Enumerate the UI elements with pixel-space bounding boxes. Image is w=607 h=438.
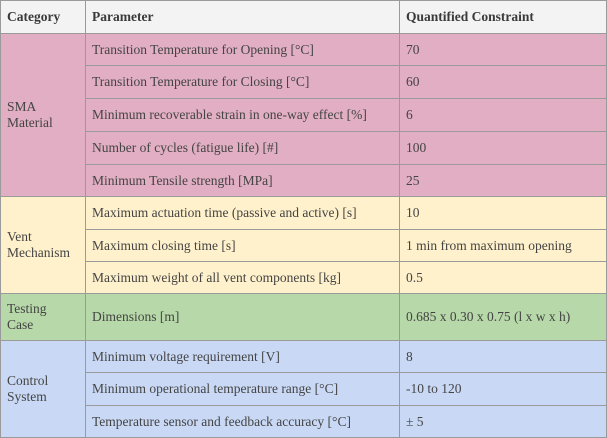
category-cell-control-system: Control System (0, 340, 86, 438)
header-row: Category Parameter Quantified Constraint (0, 0, 607, 34)
parameter-cell: Minimum operational temperature range [°… (85, 372, 400, 406)
table-row: Transition Temperature for Closing [°C] 6… (0, 65, 607, 99)
table-row: Vent Mechanism Maximum actuation time (pas… (0, 196, 607, 294)
constraint-cell: 1 min from maximum opening (399, 229, 607, 262)
table-row: SMA Material Transition Temperature for Op… (0, 33, 607, 197)
table-row: Minimum recoverable strain in one-way ef… (0, 98, 607, 132)
header-category: Category (0, 0, 86, 34)
header-constraint: Quantified Constraint (399, 0, 607, 34)
header-parameter: Parameter (85, 0, 400, 34)
parameter-cell: Number of cycles (fatigue life) [#] (85, 131, 400, 165)
table-row: Minimum Tensile strength [MPa] 25 (0, 164, 607, 197)
category-label-line1: SMA (7, 99, 37, 114)
category-label-line1: Testing (7, 301, 47, 316)
constraint-cell: ± 5 (399, 405, 607, 438)
constraint-cell: 70 (399, 33, 607, 66)
category-label-line2: System (7, 389, 47, 404)
table-row: Testing Case Dimensions [m] 0.685 x 0.30 x … (0, 293, 607, 341)
category-label-line2: Case (7, 317, 34, 332)
category-label-line1: Vent (7, 229, 32, 244)
constraint-cell: 10 (399, 196, 607, 230)
category-cell-sma-material: SMA Material (0, 33, 86, 197)
constraint-cell: -10 to 120 (399, 372, 607, 406)
constraint-cell: 0.685 x 0.30 x 0.75 (l x w x h) (399, 293, 607, 341)
parameter-cell: Maximum actuation time (passive and acti… (85, 196, 400, 230)
parameter-cell: Temperature sensor and feedback accuracy… (85, 405, 400, 438)
table-row: Maximum weight of all vent components [k… (0, 261, 607, 294)
parameter-cell: Transition Temperature for Opening [°C] (85, 33, 400, 66)
category-cell-testing-case: Testing Case (0, 293, 86, 341)
parameter-cell: Minimum recoverable strain in one-way ef… (85, 98, 400, 132)
category-cell-vent-mechanism: Vent Mechanism (0, 196, 86, 294)
table-row: Control System Minimum voltage requirement… (0, 340, 607, 438)
parameter-cell: Transition Temperature for Closing [°C] (85, 65, 400, 99)
table-row: Maximum closing time [s] 1 min from maxim… (0, 229, 607, 262)
parameter-cell: Minimum voltage requirement [V] (85, 340, 400, 373)
parameter-cell: Minimum Tensile strength [MPa] (85, 164, 400, 197)
constraint-cell: 25 (399, 164, 607, 197)
table-row: Temperature sensor and feedback accuracy… (0, 405, 607, 438)
parameter-cell: Maximum closing time [s] (85, 229, 400, 262)
table-row: Minimum operational temperature range [°… (0, 372, 607, 406)
category-label-line2: Material (7, 115, 53, 130)
constraint-cell: 8 (399, 340, 607, 373)
constraint-cell: 100 (399, 131, 607, 165)
constraint-cell: 0.5 (399, 261, 607, 294)
table-row: Number of cycles (fatigue life) [#] 100 (0, 131, 607, 165)
constraint-cell: 60 (399, 65, 607, 99)
parameter-cell: Dimensions [m] (85, 293, 400, 341)
category-label-line2: Mechanism (7, 245, 70, 260)
parameter-cell: Maximum weight of all vent components [k… (85, 261, 400, 294)
category-label-line1: Control (7, 373, 49, 388)
constraint-cell: 6 (399, 98, 607, 132)
